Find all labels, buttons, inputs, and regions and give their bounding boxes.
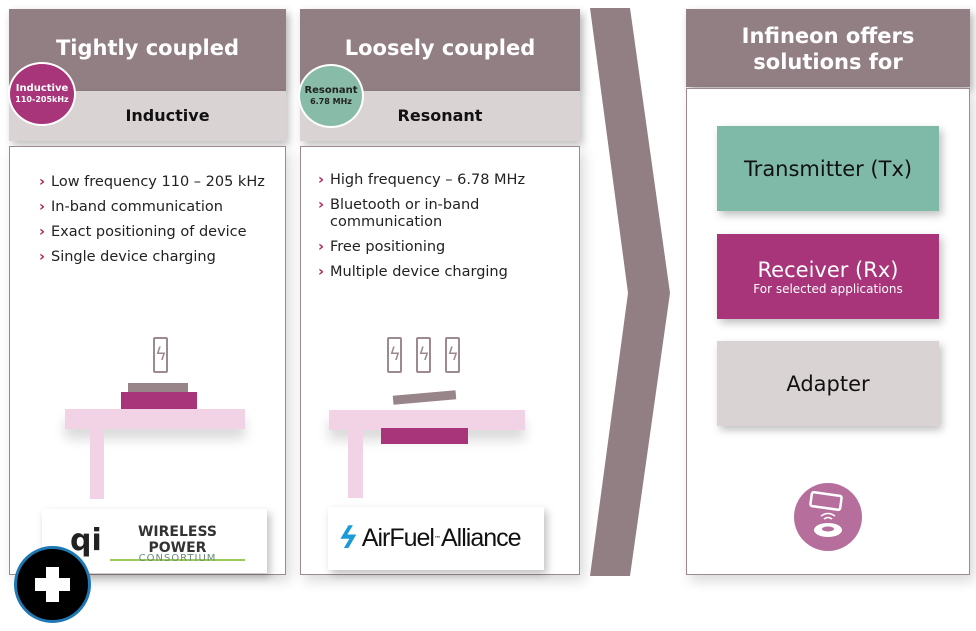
- table-top: [65, 409, 245, 429]
- bullet: Low frequency 110 – 205 kHz: [39, 174, 265, 191]
- wireless-charging-icon: [794, 483, 862, 551]
- badge-title: Inductive: [15, 83, 69, 94]
- inductive-badge: Inductive 110-205kHz: [8, 62, 76, 126]
- resonant-badge: Resonant 6.78 MHz: [298, 64, 364, 128]
- table-top: [329, 410, 525, 430]
- inductive-bullets: Low frequency 110 – 205 kHz In-band comm…: [39, 174, 265, 274]
- receiver-box: Receiver (Rx) For selected applications: [717, 234, 939, 319]
- resonant-panel: High frequency – 6.78 MHz Bluetooth or i…: [300, 146, 580, 575]
- adapter-box: Adapter: [717, 341, 939, 426]
- battery-icon: ϟ: [387, 337, 402, 373]
- logo-main: WIRELESS POWER: [110, 524, 245, 561]
- bullet: In-band communication: [39, 199, 265, 216]
- box-label: Transmitter (Tx): [743, 156, 913, 181]
- receiver-device: [392, 390, 457, 405]
- table-leg: [90, 429, 104, 499]
- airfuel-logo: ϟ AirFuel ™ Alliance: [328, 507, 544, 570]
- badge-title: Resonant: [304, 85, 358, 96]
- battery-icon: ϟ: [153, 337, 168, 373]
- box-label: Adapter: [786, 371, 870, 396]
- bullet: Bluetooth or in-band communication: [318, 197, 538, 231]
- inductive-panel: Low frequency 110 – 205 kHz In-band comm…: [9, 146, 286, 575]
- badge-sub: 6.78 MHz: [310, 97, 352, 106]
- transmitter-pad: [121, 392, 197, 409]
- plus-button[interactable]: [14, 546, 91, 623]
- receiver-device: [128, 383, 188, 392]
- solutions-header: Infineon offers solutions for: [686, 9, 970, 87]
- logo-sub: Alliance: [440, 524, 522, 552]
- airfuel-mark: ϟ: [333, 521, 363, 556]
- bullet: Exact positioning of device: [39, 224, 265, 241]
- logo-main: AirFuel: [361, 524, 435, 552]
- bullet: High frequency – 6.78 MHz: [318, 172, 538, 189]
- wpc-logo: qi WIRELESS POWER CONSORTIUM: [42, 509, 267, 573]
- bullet: Multiple device charging: [318, 264, 538, 281]
- solutions-panel: Transmitter (Tx) Receiver (Rx) For select…: [686, 88, 970, 575]
- plus-icon-vertical: [46, 567, 59, 602]
- bullet: Free positioning: [318, 239, 538, 256]
- qi-mark: qi: [70, 523, 102, 558]
- logo-sub: CONSORTIUM: [138, 553, 217, 564]
- table-leg: [348, 430, 363, 498]
- logo-tm: ™: [433, 534, 441, 543]
- resonant-bullets: High frequency – 6.78 MHz Bluetooth or i…: [318, 172, 538, 289]
- transmitter-box: Transmitter (Tx): [717, 126, 939, 211]
- box-note: For selected applications: [753, 281, 903, 296]
- chevron-arrow: [590, 8, 670, 576]
- battery-icon: ϟ: [445, 337, 460, 373]
- bullet: Single device charging: [39, 249, 265, 266]
- badge-sub: 110-205kHz: [15, 95, 69, 104]
- battery-icon: ϟ: [416, 337, 431, 373]
- transmitter-pad: [381, 428, 468, 444]
- box-label: Receiver (Rx): [757, 257, 899, 282]
